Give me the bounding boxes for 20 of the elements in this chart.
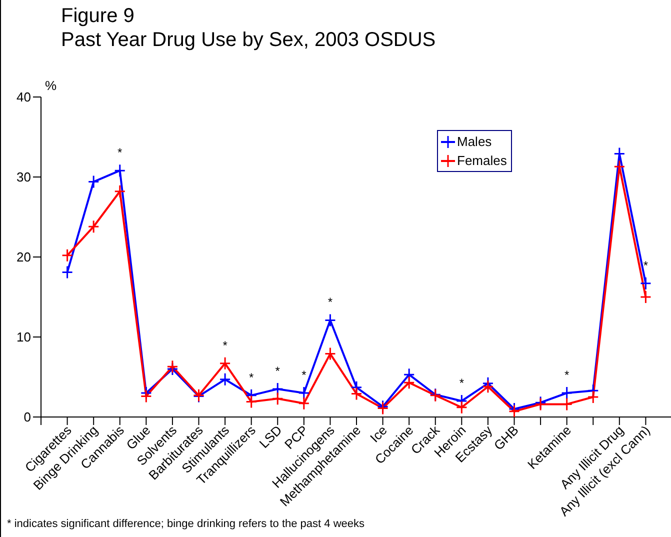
annotation: *: [328, 295, 333, 310]
y-tick-label: 20: [16, 250, 31, 265]
y-tick-label: 40: [16, 90, 31, 105]
annotation: *: [302, 368, 307, 382]
chart-subtitle: Past Year Drug Use by Sex, 2003 OSDUS: [61, 28, 436, 52]
legend-label: Females: [457, 152, 507, 170]
text: * indicates significant difference; binge drinking refers to the past 4 weeks: [7, 518, 364, 530]
y-tick-label: 30: [16, 170, 31, 185]
annotation: *: [118, 146, 123, 160]
annotation: *: [222, 338, 228, 352]
y-tick-label: 10: [16, 330, 31, 345]
annotation: *: [643, 258, 648, 272]
annotation: *: [248, 370, 254, 384]
y-tick-label: 0: [24, 410, 31, 425]
annotation: *: [275, 364, 280, 378]
y-axis-title: %: [45, 78, 57, 93]
annotation: *: [564, 368, 570, 382]
legend-label: Males: [457, 133, 492, 151]
chart-title: Figure 9: [61, 4, 134, 28]
annotation: *: [459, 376, 464, 390]
